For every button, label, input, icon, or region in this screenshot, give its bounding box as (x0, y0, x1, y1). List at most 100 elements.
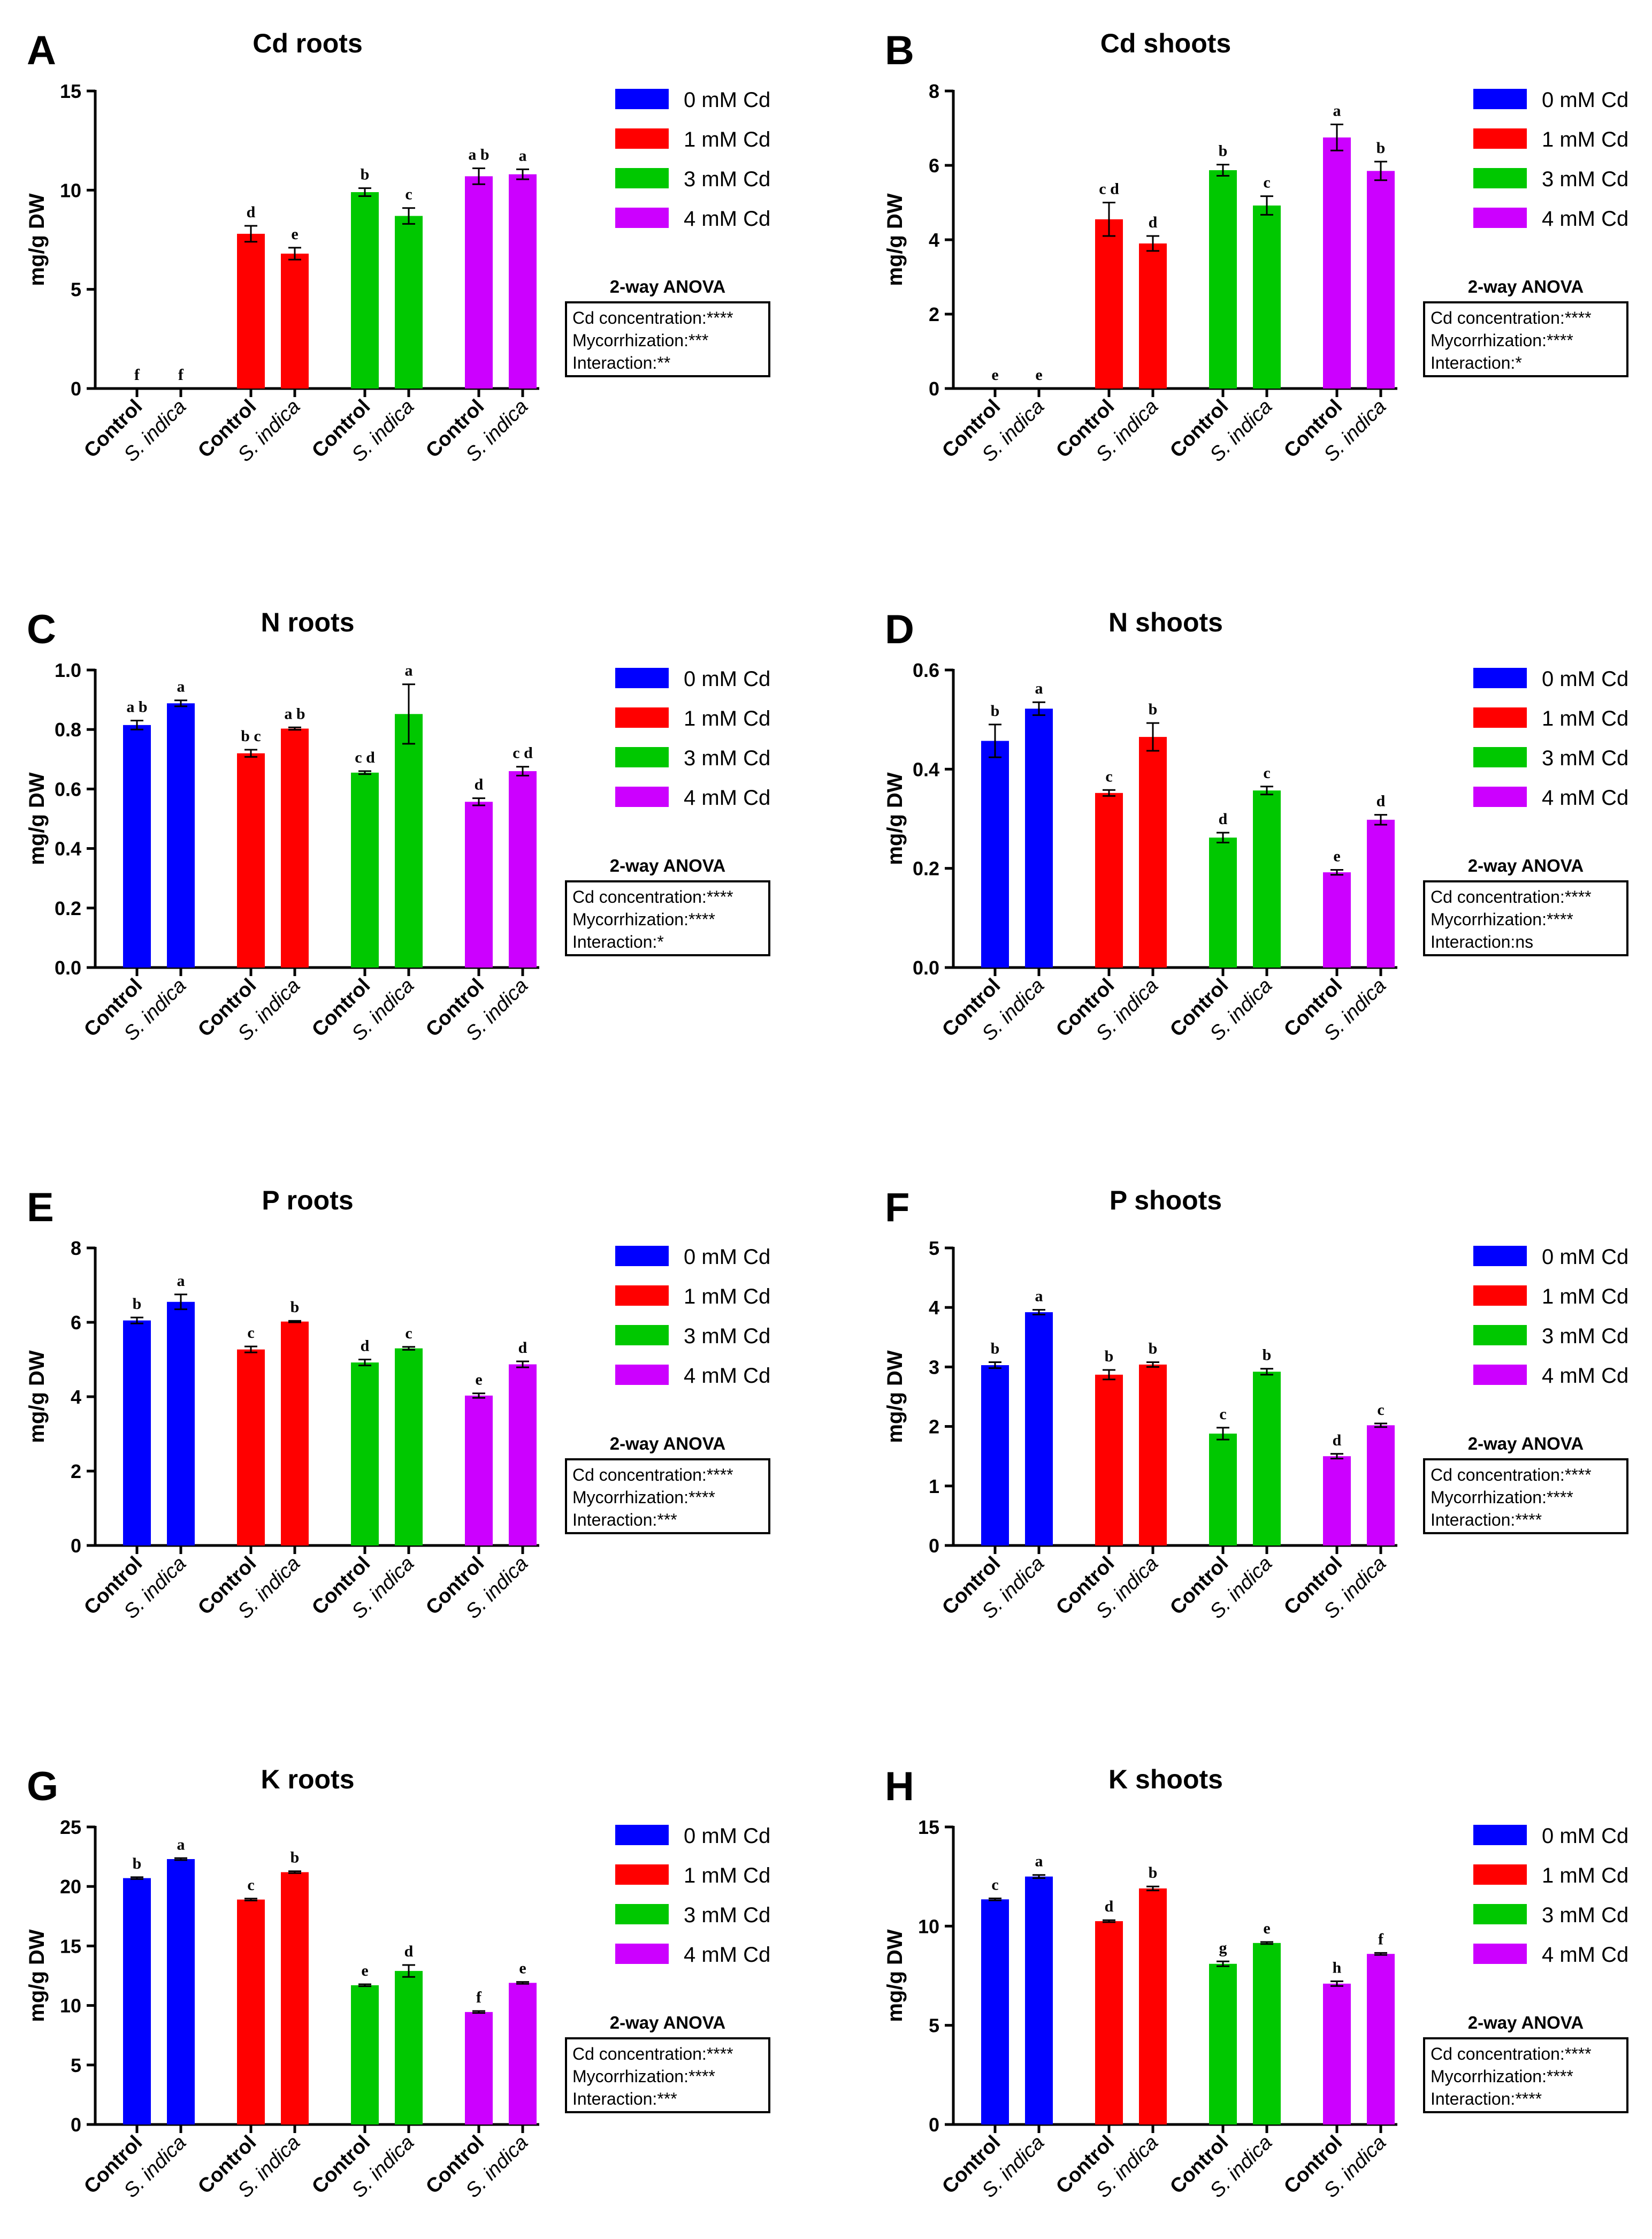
anova-title: 2-way ANOVA (610, 277, 725, 296)
significance-label: b (1149, 700, 1158, 718)
legend-label: 1 mM Cd (1542, 1285, 1628, 1308)
bar (167, 703, 195, 968)
legend-swatch (1473, 1944, 1527, 1964)
panel-title: P roots (262, 1185, 353, 1215)
legend-swatch (1473, 89, 1527, 109)
legend-swatch (615, 208, 669, 228)
y-axis-label: mg/g DW (25, 772, 49, 865)
significance-label: d (1149, 214, 1158, 231)
legend-label: 3 mM Cd (1542, 1324, 1628, 1348)
y-tick-label: 5 (71, 2054, 81, 2076)
bar (1095, 219, 1123, 389)
significance-label: d (1219, 810, 1228, 828)
legend-label: 4 mM Cd (684, 1943, 770, 1967)
significance-label: b (991, 702, 1000, 720)
significance-label: b (290, 1298, 300, 1316)
bar (465, 176, 493, 389)
bar (509, 771, 537, 968)
bar (1209, 1433, 1237, 1545)
anova-box (565, 301, 770, 377)
panel-title: N shoots (1108, 607, 1223, 637)
anova-title: 2-way ANOVA (610, 1434, 725, 1453)
significance-label: c (1105, 767, 1112, 785)
bar (1323, 1456, 1351, 1545)
legend-swatch (1473, 208, 1527, 228)
legend-swatch (615, 1944, 669, 1964)
anova-title: 2-way ANOVA (1468, 2013, 1584, 2032)
significance-label: d (1333, 1431, 1342, 1449)
legend-label: 3 mM Cd (1542, 167, 1628, 191)
anova-line: Mycorrhization:**** (1431, 2067, 1573, 2086)
legend-label: 1 mM Cd (684, 1285, 770, 1308)
y-tick-label: 2 (929, 303, 939, 325)
significance-label: e (991, 366, 998, 384)
bar (395, 216, 423, 389)
y-axis-label: mg/g DW (25, 193, 49, 286)
bar (237, 1899, 265, 2124)
legend-label: 1 mM Cd (1542, 1864, 1628, 1887)
y-axis-label: mg/g DW (883, 772, 907, 865)
bar (981, 741, 1009, 968)
legend-label: 1 mM Cd (684, 128, 770, 151)
significance-label: a (519, 147, 527, 164)
y-tick-label: 15 (60, 80, 81, 102)
anova-line: Cd concentration:**** (572, 1465, 733, 1484)
legend-swatch (1473, 168, 1527, 188)
significance-label: f (1378, 1930, 1384, 1948)
legend-label: 4 mM Cd (1542, 1943, 1628, 1967)
bar (1253, 205, 1281, 389)
significance-label: c (1263, 174, 1270, 192)
panel-title: P shoots (1110, 1185, 1222, 1215)
significance-label: e (1333, 847, 1340, 865)
anova-line: Interaction:* (1431, 353, 1522, 372)
bar (1095, 1921, 1123, 2124)
anova-box (1423, 2037, 1628, 2113)
anova-line: Mycorrhization:**** (1431, 1488, 1573, 1507)
legend-label: 1 mM Cd (1542, 707, 1628, 730)
y-tick-label: 15 (918, 1816, 939, 1838)
significance-label: e (1035, 366, 1042, 384)
legend-swatch (1473, 1246, 1527, 1266)
bar (123, 1320, 151, 1545)
anova-line: Cd concentration:**** (572, 308, 733, 328)
significance-label: g (1219, 1939, 1227, 1956)
y-tick-label: 0.0 (913, 957, 939, 979)
panel-letter: E (27, 1185, 54, 1230)
bar (1367, 1425, 1395, 1545)
bar (123, 1878, 151, 2124)
bar (1367, 1954, 1395, 2124)
legend-label: 1 mM Cd (684, 1864, 770, 1887)
significance-label: c d (513, 744, 533, 762)
significance-label: e (291, 225, 298, 243)
bar (167, 1859, 195, 2124)
significance-label: c (247, 1876, 254, 1894)
legend-swatch (615, 89, 669, 109)
anova-line: Mycorrhization:**** (572, 2067, 715, 2086)
bar (981, 1899, 1009, 2124)
bar (237, 753, 265, 968)
legend-swatch (615, 747, 669, 767)
bar (509, 1364, 537, 1545)
significance-label: c d (1099, 180, 1119, 198)
significance-label: b (1149, 1864, 1158, 1882)
significance-label: e (475, 1371, 482, 1389)
significance-label: e (361, 1962, 368, 1979)
panel-letter: F (885, 1185, 909, 1230)
panel-letter: A (27, 28, 56, 73)
legend-label: 0 mM Cd (1542, 1824, 1628, 1848)
bar (1025, 1876, 1053, 2124)
bar (1367, 819, 1395, 968)
significance-label: c (1263, 764, 1270, 782)
legend-swatch (615, 1325, 669, 1345)
bar (465, 802, 493, 968)
legend-swatch (615, 787, 669, 807)
anova-line: Interaction:**** (1431, 2089, 1542, 2108)
legend-label: 1 mM Cd (684, 707, 770, 730)
legend-swatch (1473, 1864, 1527, 1885)
anova-line: Cd concentration:**** (1431, 1465, 1592, 1484)
panel-title: K roots (261, 1764, 355, 1794)
anova-line: Interaction:**** (1431, 1510, 1542, 1529)
